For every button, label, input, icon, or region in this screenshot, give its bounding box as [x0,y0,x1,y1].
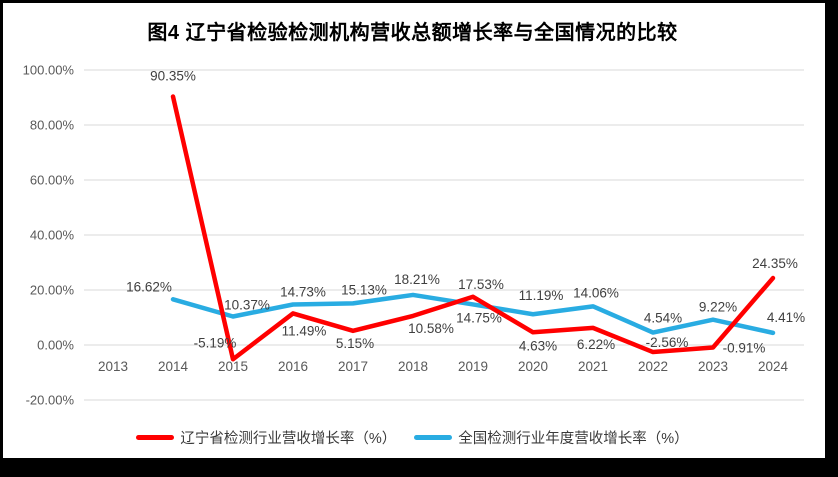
data-label: -2.56% [646,335,689,350]
legend-label-liaoning: 辽宁省检测行业营收增长率（%） [180,431,397,447]
x-tick-label: 2022 [638,359,668,374]
x-tick-label: 2015 [218,359,248,374]
data-label: 5.15% [336,336,374,351]
data-label: 18.21% [394,272,440,287]
liaoning-series-color-swatch-icon [136,435,175,440]
national-series-color-swatch-icon [414,435,453,440]
data-label: 6.22% [577,337,615,352]
y-tick-label: 100.00% [23,63,75,78]
legend-label-national: 全国检测行业年度营收增长率（%） [458,431,689,447]
data-label: 14.75% [456,310,502,325]
data-label: 4.41% [767,310,805,325]
data-label: -0.91% [723,341,766,356]
chart-legend: 辽宁省检测行业营收增长率（%） 全国检测行业年度营收增长率（%） [0,427,825,448]
data-label: 9.22% [699,300,737,315]
x-tick-label: 2023 [698,359,728,374]
series-line-national [170,292,776,336]
data-label: 4.54% [644,311,682,326]
data-label: 16.62% [126,279,172,294]
series-line-liaoning [170,94,776,362]
x-tick-label: 2013 [98,359,128,374]
chart-title: 图4 辽宁省检验检测机构营收总额增长率与全国情况的比较 [147,22,678,44]
x-tick-label: 2021 [578,359,608,374]
x-tick-label: 2019 [458,359,488,374]
legend-item-liaoning: 辽宁省检测行业营收增长率（%） [136,427,396,448]
x-tick-label: 2014 [158,359,189,374]
data-label: 90.35% [150,69,196,84]
data-label: 15.13% [341,282,387,297]
x-tick-label: 2018 [398,359,428,374]
data-label: 14.73% [280,284,326,299]
y-tick-label: 80.00% [30,118,75,133]
y-tick-label: 0.00% [37,338,74,353]
y-tick-label: 40.00% [30,228,75,243]
data-label: 4.63% [519,338,557,353]
x-tick-label: 2017 [338,359,368,374]
x-tick-label: 2024 [758,359,789,374]
data-label: 10.37% [224,297,270,312]
data-label: 17.53% [458,277,504,292]
y-tick-label: 20.00% [30,283,75,298]
data-label: 11.19% [519,288,564,303]
y-tick-label: 60.00% [30,173,75,188]
x-tick-label: 2016 [278,359,308,374]
data-label: 11.49% [282,323,327,338]
data-label: 24.35% [752,256,798,271]
x-tick-label: 2020 [518,359,548,374]
data-label: -5.19% [194,335,237,350]
data-label: 10.58% [408,321,454,336]
y-tick-label: -20.00% [26,393,75,408]
data-label: 14.06% [573,285,619,300]
legend-item-national: 全国检测行业年度营收增长率（%） [414,427,689,448]
